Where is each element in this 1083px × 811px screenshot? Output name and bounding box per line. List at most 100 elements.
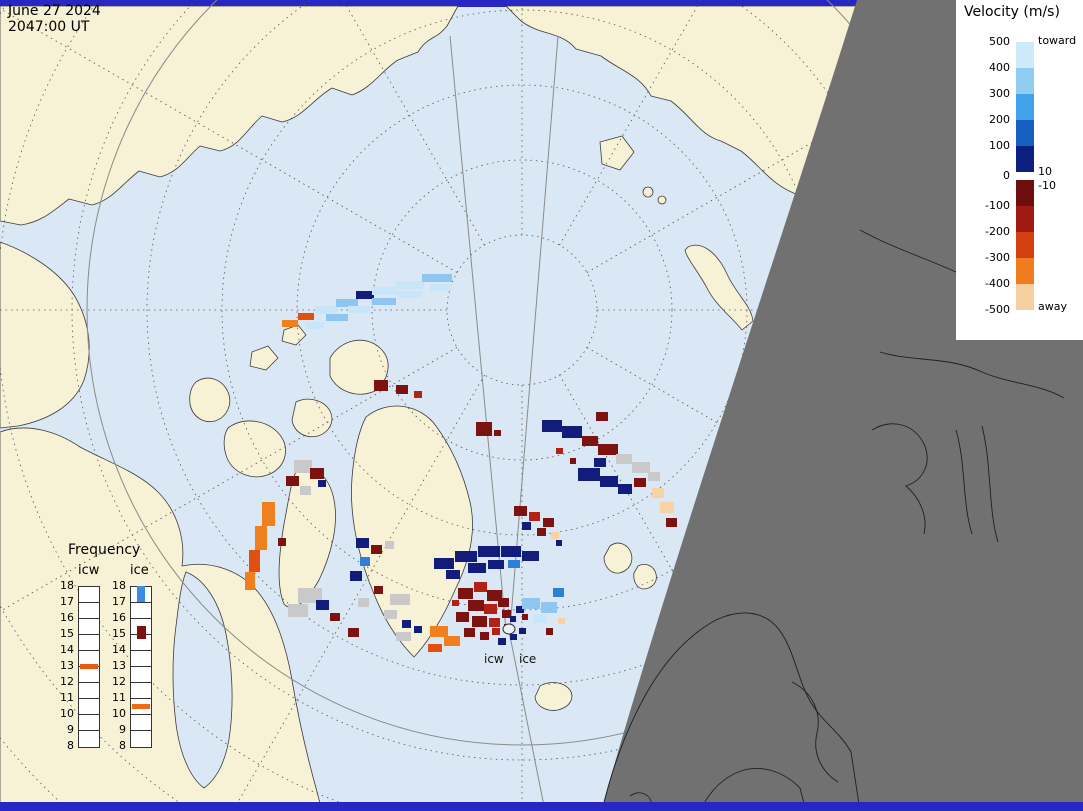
radar-cell xyxy=(594,458,606,467)
freq-tick-icw: 16 xyxy=(60,611,74,624)
radar-cell xyxy=(396,281,424,289)
velocity-tick-label: -100 xyxy=(985,199,1010,212)
radar-cell xyxy=(348,306,370,313)
radar-cell xyxy=(582,436,598,446)
timestamp-box: June 27 2024 2047:00 UT xyxy=(8,3,101,35)
radar-cell xyxy=(522,522,531,530)
frequency-legend-title: Frequency xyxy=(68,542,141,558)
radar-cell xyxy=(510,634,517,640)
radar-cell xyxy=(396,632,411,641)
frequency-mark-ice xyxy=(136,625,146,639)
freq-tick-ice: 13 xyxy=(112,659,126,672)
frequency-bar-cell xyxy=(79,619,99,635)
map-label-icw: icw xyxy=(484,652,504,666)
land-franz-josef-2 xyxy=(657,195,667,205)
radar-cell xyxy=(428,644,442,652)
radar-cell xyxy=(570,458,576,464)
radar-cell xyxy=(616,454,632,464)
beam-boundary-tail xyxy=(508,630,546,811)
coast-europe-south xyxy=(699,767,807,811)
radar-cell xyxy=(414,626,422,633)
radar-cell xyxy=(514,506,527,516)
land-novaya-zemlya xyxy=(684,244,754,331)
frequency-bar-cell xyxy=(131,635,151,651)
radar-cell xyxy=(422,274,452,282)
radar-cell xyxy=(372,298,396,305)
freq-tick-ice: 16 xyxy=(112,611,126,624)
velocity-legend: Velocity (m/s) 500 400 300 200 100 0 -100 -200 -… xyxy=(956,0,1083,340)
radar-cell xyxy=(282,320,298,327)
velocity-color-segment xyxy=(1016,68,1034,94)
velocity-color-segment xyxy=(1016,284,1034,310)
frequency-bar-cell xyxy=(131,731,151,747)
radar-cell xyxy=(316,600,329,610)
land-victoria-island xyxy=(223,420,286,478)
freq-tick-icw: 9 xyxy=(67,723,74,736)
radar-cell xyxy=(596,412,608,421)
radar-cell xyxy=(472,616,487,627)
freq-tick-ice: 18 xyxy=(112,579,126,592)
radar-cell xyxy=(634,478,646,487)
frequency-bar-cell xyxy=(131,587,151,603)
velocity-legend-title: Velocity (m/s) xyxy=(964,4,1060,20)
radar-cell xyxy=(660,502,674,513)
freq-tick-ice: 12 xyxy=(112,675,126,688)
freq-tick-icw: 12 xyxy=(60,675,74,688)
radar-cell xyxy=(278,538,286,546)
radar-cell xyxy=(648,472,660,481)
radar-cell xyxy=(480,632,489,640)
radar-cell xyxy=(551,532,559,539)
radar-cell xyxy=(498,638,506,645)
land-greenland xyxy=(351,405,473,658)
velocity-away-label: away xyxy=(1038,300,1067,313)
freq-tick-icw: 11 xyxy=(60,691,74,704)
radar-cell xyxy=(556,540,562,546)
radar-cell xyxy=(489,618,500,627)
frequency-mark-icw xyxy=(80,663,98,669)
radar-cell xyxy=(430,626,448,637)
radar-cell xyxy=(537,528,546,536)
land-arctic-islet-1 xyxy=(249,345,279,371)
radar-cell xyxy=(444,636,460,646)
radar-cell xyxy=(456,612,469,622)
radar-cell xyxy=(519,628,526,634)
frequency-bar-cell xyxy=(131,651,151,667)
radar-cell xyxy=(666,518,677,527)
radar-cell xyxy=(600,476,618,487)
freq-tick-ice: 14 xyxy=(112,643,126,656)
velocity-tick-label: 200 xyxy=(989,113,1010,126)
radar-cell xyxy=(374,586,383,594)
land-svalbard-1 xyxy=(603,542,633,574)
date-label: June 27 2024 xyxy=(8,3,101,19)
velocity-tick-label: -500 xyxy=(985,303,1010,316)
velocity-tick-label: -400 xyxy=(985,277,1010,290)
radar-cell xyxy=(541,602,557,613)
frequency-bar-cell xyxy=(79,715,99,731)
velocity-tick-label: 100 xyxy=(989,139,1010,152)
radar-cell xyxy=(446,570,460,579)
coast-baltic xyxy=(791,681,839,783)
radar-cell xyxy=(546,628,553,635)
coast-ob-gulf-1 xyxy=(955,429,973,535)
radar-cell xyxy=(478,546,500,557)
freq-tick-icw: 8 xyxy=(67,739,74,752)
radar-cell xyxy=(543,518,554,527)
radar-cell xyxy=(529,512,540,521)
freq-tick-ice: 9 xyxy=(119,723,126,736)
radar-cell xyxy=(558,618,565,624)
radar-cell xyxy=(262,502,275,526)
radar-cell xyxy=(474,582,487,592)
frequency-bar-cell xyxy=(79,699,99,715)
radar-cell xyxy=(249,550,260,572)
radar-cell xyxy=(501,546,521,557)
velocity-tick-label: -200 xyxy=(985,225,1010,238)
radar-cell xyxy=(516,606,524,613)
land-baffin-island xyxy=(278,466,336,608)
radar-cell xyxy=(372,287,398,295)
radar-cell xyxy=(294,460,312,473)
freq-tick-icw: 15 xyxy=(60,627,74,640)
velocity-tick-label: 400 xyxy=(989,61,1010,74)
frequency-bar-cell xyxy=(79,667,99,683)
beam-boundary-right xyxy=(509,35,559,631)
frequency-legend: Frequency icw ice 18 18 17 17 16 16 15 15 14 14 13… xyxy=(44,542,176,770)
